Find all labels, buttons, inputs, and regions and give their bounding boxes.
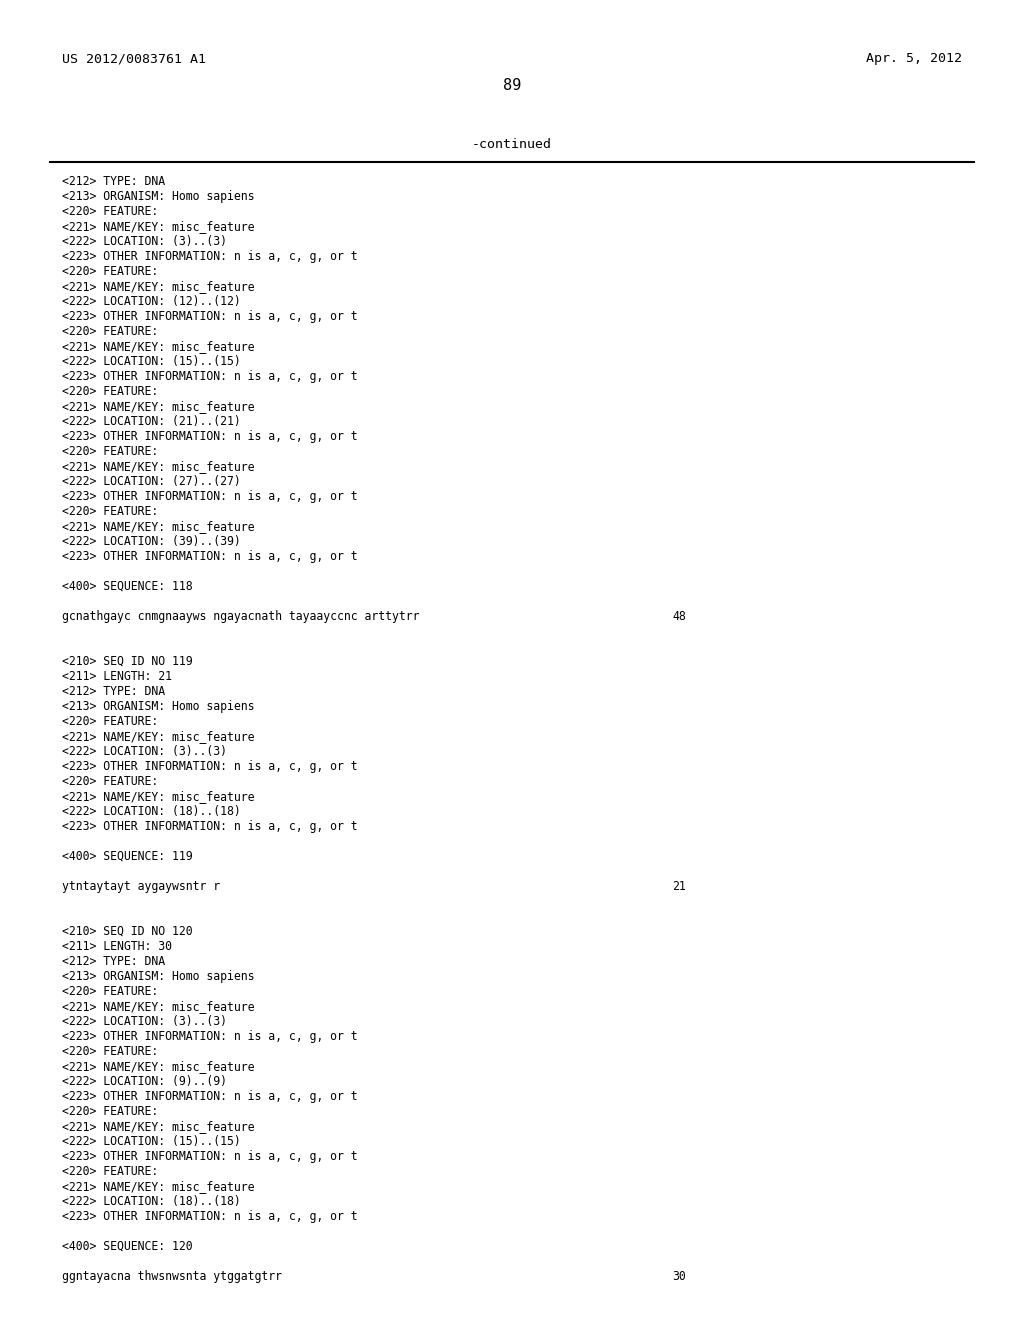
Text: <222> LOCATION: (27)..(27): <222> LOCATION: (27)..(27) (62, 475, 241, 488)
Text: <223> OTHER INFORMATION: n is a, c, g, or t: <223> OTHER INFORMATION: n is a, c, g, o… (62, 1150, 357, 1163)
Text: <222> LOCATION: (3)..(3): <222> LOCATION: (3)..(3) (62, 1015, 227, 1028)
Text: <221> NAME/KEY: misc_feature: <221> NAME/KEY: misc_feature (62, 730, 255, 743)
Text: <211> LENGTH: 30: <211> LENGTH: 30 (62, 940, 172, 953)
Text: <223> OTHER INFORMATION: n is a, c, g, or t: <223> OTHER INFORMATION: n is a, c, g, o… (62, 490, 357, 503)
Text: <222> LOCATION: (39)..(39): <222> LOCATION: (39)..(39) (62, 535, 241, 548)
Text: <222> LOCATION: (12)..(12): <222> LOCATION: (12)..(12) (62, 294, 241, 308)
Text: <223> OTHER INFORMATION: n is a, c, g, or t: <223> OTHER INFORMATION: n is a, c, g, o… (62, 310, 357, 323)
Text: <220> FEATURE:: <220> FEATURE: (62, 325, 159, 338)
Text: <223> OTHER INFORMATION: n is a, c, g, or t: <223> OTHER INFORMATION: n is a, c, g, o… (62, 820, 357, 833)
Text: <221> NAME/KEY: misc_feature: <221> NAME/KEY: misc_feature (62, 1001, 255, 1012)
Text: 48: 48 (672, 610, 686, 623)
Text: <221> NAME/KEY: misc_feature: <221> NAME/KEY: misc_feature (62, 280, 255, 293)
Text: <213> ORGANISM: Homo sapiens: <213> ORGANISM: Homo sapiens (62, 970, 255, 983)
Text: <220> FEATURE:: <220> FEATURE: (62, 1105, 159, 1118)
Text: <213> ORGANISM: Homo sapiens: <213> ORGANISM: Homo sapiens (62, 700, 255, 713)
Text: <222> LOCATION: (15)..(15): <222> LOCATION: (15)..(15) (62, 1135, 241, 1148)
Text: <223> OTHER INFORMATION: n is a, c, g, or t: <223> OTHER INFORMATION: n is a, c, g, o… (62, 370, 357, 383)
Text: <222> LOCATION: (15)..(15): <222> LOCATION: (15)..(15) (62, 355, 241, 368)
Text: <220> FEATURE:: <220> FEATURE: (62, 265, 159, 279)
Text: <221> NAME/KEY: misc_feature: <221> NAME/KEY: misc_feature (62, 520, 255, 533)
Text: <400> SEQUENCE: 118: <400> SEQUENCE: 118 (62, 579, 193, 593)
Text: US 2012/0083761 A1: US 2012/0083761 A1 (62, 51, 206, 65)
Text: <220> FEATURE:: <220> FEATURE: (62, 715, 159, 729)
Text: <222> LOCATION: (18)..(18): <222> LOCATION: (18)..(18) (62, 1195, 241, 1208)
Text: <212> TYPE: DNA: <212> TYPE: DNA (62, 954, 165, 968)
Text: <220> FEATURE:: <220> FEATURE: (62, 385, 159, 399)
Text: <223> OTHER INFORMATION: n is a, c, g, or t: <223> OTHER INFORMATION: n is a, c, g, o… (62, 760, 357, 774)
Text: <221> NAME/KEY: misc_feature: <221> NAME/KEY: misc_feature (62, 789, 255, 803)
Text: <220> FEATURE:: <220> FEATURE: (62, 1045, 159, 1059)
Text: 30: 30 (672, 1270, 686, 1283)
Text: <221> NAME/KEY: misc_feature: <221> NAME/KEY: misc_feature (62, 220, 255, 234)
Text: <221> NAME/KEY: misc_feature: <221> NAME/KEY: misc_feature (62, 400, 255, 413)
Text: <210> SEQ ID NO 119: <210> SEQ ID NO 119 (62, 655, 193, 668)
Text: <220> FEATURE:: <220> FEATURE: (62, 445, 159, 458)
Text: -continued: -continued (472, 139, 552, 150)
Text: <223> OTHER INFORMATION: n is a, c, g, or t: <223> OTHER INFORMATION: n is a, c, g, o… (62, 1090, 357, 1104)
Text: <223> OTHER INFORMATION: n is a, c, g, or t: <223> OTHER INFORMATION: n is a, c, g, o… (62, 430, 357, 444)
Text: <400> SEQUENCE: 120: <400> SEQUENCE: 120 (62, 1239, 193, 1253)
Text: <212> TYPE: DNA: <212> TYPE: DNA (62, 176, 165, 187)
Text: 21: 21 (672, 880, 686, 894)
Text: <220> FEATURE:: <220> FEATURE: (62, 1166, 159, 1177)
Text: ytntaytayt aygaywsntr r: ytntaytayt aygaywsntr r (62, 880, 220, 894)
Text: <212> TYPE: DNA: <212> TYPE: DNA (62, 685, 165, 698)
Text: <221> NAME/KEY: misc_feature: <221> NAME/KEY: misc_feature (62, 459, 255, 473)
Text: <221> NAME/KEY: misc_feature: <221> NAME/KEY: misc_feature (62, 341, 255, 352)
Text: <222> LOCATION: (3)..(3): <222> LOCATION: (3)..(3) (62, 235, 227, 248)
Text: Apr. 5, 2012: Apr. 5, 2012 (866, 51, 962, 65)
Text: <221> NAME/KEY: misc_feature: <221> NAME/KEY: misc_feature (62, 1119, 255, 1133)
Text: <223> OTHER INFORMATION: n is a, c, g, or t: <223> OTHER INFORMATION: n is a, c, g, o… (62, 1210, 357, 1224)
Text: <213> ORGANISM: Homo sapiens: <213> ORGANISM: Homo sapiens (62, 190, 255, 203)
Text: <220> FEATURE:: <220> FEATURE: (62, 985, 159, 998)
Text: <222> LOCATION: (3)..(3): <222> LOCATION: (3)..(3) (62, 744, 227, 758)
Text: <222> LOCATION: (18)..(18): <222> LOCATION: (18)..(18) (62, 805, 241, 818)
Text: <211> LENGTH: 21: <211> LENGTH: 21 (62, 671, 172, 682)
Text: gcnathgayc cnmgnaayws ngayacnath tayaayccnc arttytrr: gcnathgayc cnmgnaayws ngayacnath tayaayc… (62, 610, 420, 623)
Text: ggntayacna thwsnwsnta ytggatgtrr: ggntayacna thwsnwsnta ytggatgtrr (62, 1270, 282, 1283)
Text: <210> SEQ ID NO 120: <210> SEQ ID NO 120 (62, 925, 193, 939)
Text: <220> FEATURE:: <220> FEATURE: (62, 775, 159, 788)
Text: <221> NAME/KEY: misc_feature: <221> NAME/KEY: misc_feature (62, 1180, 255, 1193)
Text: <223> OTHER INFORMATION: n is a, c, g, or t: <223> OTHER INFORMATION: n is a, c, g, o… (62, 249, 357, 263)
Text: <223> OTHER INFORMATION: n is a, c, g, or t: <223> OTHER INFORMATION: n is a, c, g, o… (62, 1030, 357, 1043)
Text: 89: 89 (503, 78, 521, 92)
Text: <220> FEATURE:: <220> FEATURE: (62, 205, 159, 218)
Text: <220> FEATURE:: <220> FEATURE: (62, 506, 159, 517)
Text: <221> NAME/KEY: misc_feature: <221> NAME/KEY: misc_feature (62, 1060, 255, 1073)
Text: <222> LOCATION: (9)..(9): <222> LOCATION: (9)..(9) (62, 1074, 227, 1088)
Text: <222> LOCATION: (21)..(21): <222> LOCATION: (21)..(21) (62, 414, 241, 428)
Text: <223> OTHER INFORMATION: n is a, c, g, or t: <223> OTHER INFORMATION: n is a, c, g, o… (62, 550, 357, 564)
Text: <400> SEQUENCE: 119: <400> SEQUENCE: 119 (62, 850, 193, 863)
